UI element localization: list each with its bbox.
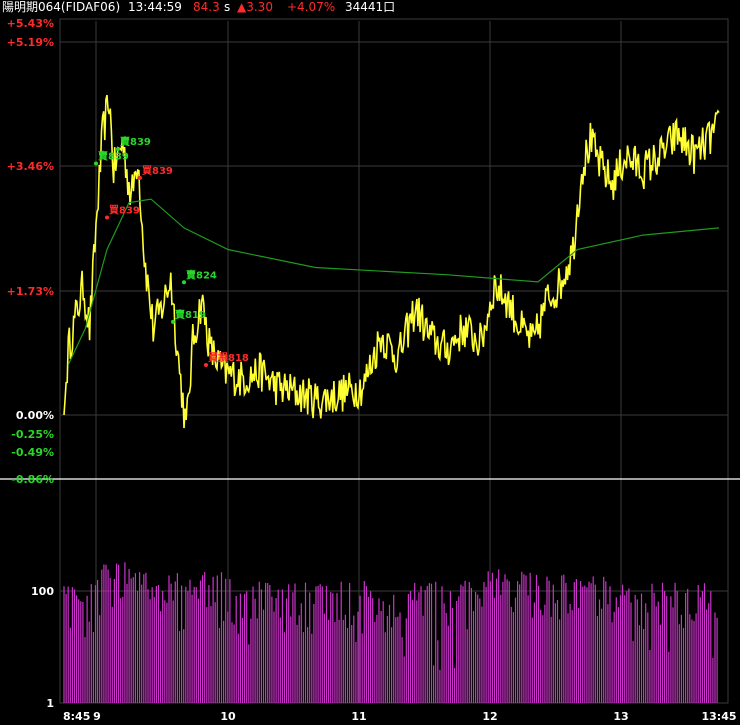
quote-header: 陽明期064(FIDAF06) 13:44:59 84.3 s ▲3.30 +4… xyxy=(0,0,740,16)
last-price: 84.3 xyxy=(193,0,220,14)
trade-marker xyxy=(116,147,120,152)
volume-bars xyxy=(63,562,718,703)
quote-time: 13:44:59 xyxy=(128,0,182,14)
trade-annotation: 賣819 xyxy=(175,308,206,321)
trade-marker xyxy=(204,363,208,368)
trade-annotation: 買839 xyxy=(109,204,140,216)
volume-axis-label: 1 xyxy=(46,697,54,710)
trade-marker xyxy=(105,215,109,220)
trade-annotation: 買839 xyxy=(142,165,173,177)
time-axis-label: 8:45 xyxy=(63,710,90,723)
trade-annotation: 賣839 xyxy=(120,135,151,148)
time-axis-label: 13:45 xyxy=(701,710,736,723)
time-axis-label: 10 xyxy=(220,710,236,723)
price-axis-label: -0.49% xyxy=(11,446,54,459)
trade-marker xyxy=(182,280,186,285)
time-axis-label: 13 xyxy=(613,710,628,723)
instrument-name: 陽明期064(FIDAF06) xyxy=(2,0,121,14)
trade-marker xyxy=(138,175,142,180)
average-price-line xyxy=(67,198,720,365)
price-change: ▲3.30 xyxy=(237,0,273,14)
trade-marker xyxy=(94,161,98,166)
time-axis-label: 12 xyxy=(482,710,497,723)
total-volume: 34441口 xyxy=(345,0,396,14)
trade-marker xyxy=(171,319,175,324)
price-change-pct: +4.07% xyxy=(287,0,336,14)
price-line xyxy=(63,94,720,429)
price-axis-label: 0.00% xyxy=(16,409,54,422)
trade-annotation: 買損818 xyxy=(208,351,249,364)
price-axis-label: +5.19% xyxy=(7,36,54,49)
time-axis-label: 11 xyxy=(351,710,366,723)
price-axis-label: +3.46% xyxy=(7,160,54,173)
volume-axis-label: 100 xyxy=(31,585,54,598)
price-suffix: s xyxy=(224,0,231,14)
price-axis-label: +1.73% xyxy=(7,285,54,298)
price-axis-label: -0.86% xyxy=(11,473,54,486)
time-axis-label: 9 xyxy=(93,710,101,723)
trade-annotation: 賣839 xyxy=(98,150,129,163)
trade-annotation: 賣824 xyxy=(186,268,217,281)
price-axis-label: -0.25% xyxy=(11,428,54,441)
price-axis-label: +5.43% xyxy=(7,17,54,30)
